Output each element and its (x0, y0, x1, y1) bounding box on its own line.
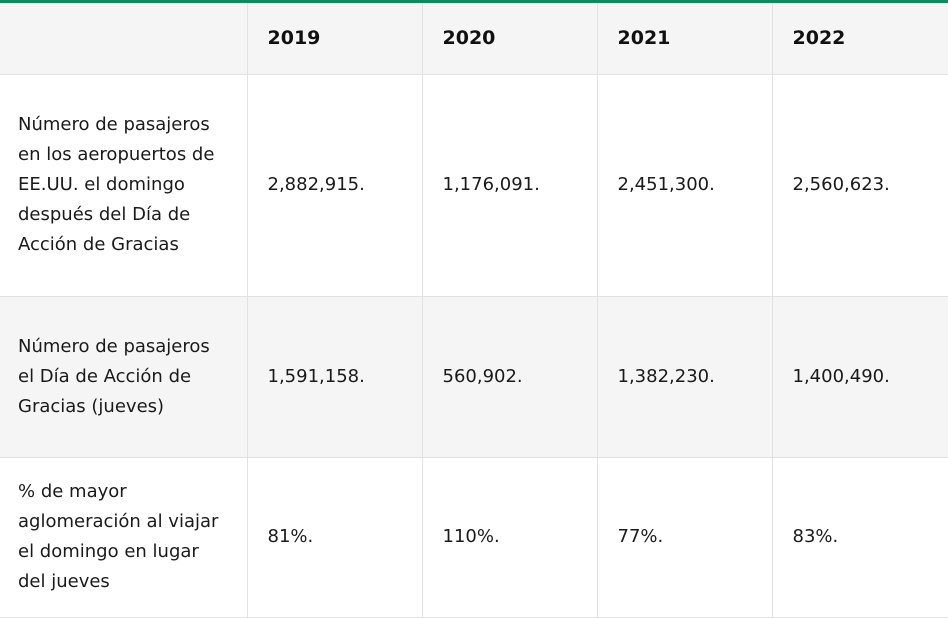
header-year-2019: 2019 (247, 3, 423, 75)
header-corner-cell (0, 3, 248, 75)
table-cell: 2,882,915. (247, 74, 423, 297)
table-cell: 2,560,623. (772, 74, 948, 297)
header-year-2021: 2021 (597, 3, 773, 75)
table-header-row: 2019 2020 2021 2022 (0, 3, 948, 75)
table-cell: 560,902. (422, 296, 598, 458)
table-row-sunday-passengers: Número de pasajeros en los aeropuertos d… (0, 74, 948, 297)
header-year-2020: 2020 (422, 3, 598, 75)
table-cell: 77%. (597, 457, 773, 618)
table-cell: 1,382,230. (597, 296, 773, 458)
table-row-thanksgiving-passengers: Número de pasajeros el Día de Acción de … (0, 296, 948, 458)
passenger-data-table: 2019 2020 2021 2022 Número de pasajeros … (0, 3, 948, 618)
header-year-2022: 2022 (772, 3, 948, 75)
table-cell: 2,451,300. (597, 74, 773, 297)
table-cell: 81%. (247, 457, 423, 618)
table-cell: 1,400,490. (772, 296, 948, 458)
row-label: % de mayor aglomeración al viajar el dom… (0, 457, 248, 618)
row-label: Número de pasajeros en los aeropuertos d… (0, 74, 248, 297)
table-cell: 83%. (772, 457, 948, 618)
row-label: Número de pasajeros el Día de Acción de … (0, 296, 248, 458)
table-cell: 1,176,091. (422, 74, 598, 297)
table-cell: 110%. (422, 457, 598, 618)
table-cell: 1,591,158. (247, 296, 423, 458)
table-row-crowding-percent: % de mayor aglomeración al viajar el dom… (0, 457, 948, 618)
